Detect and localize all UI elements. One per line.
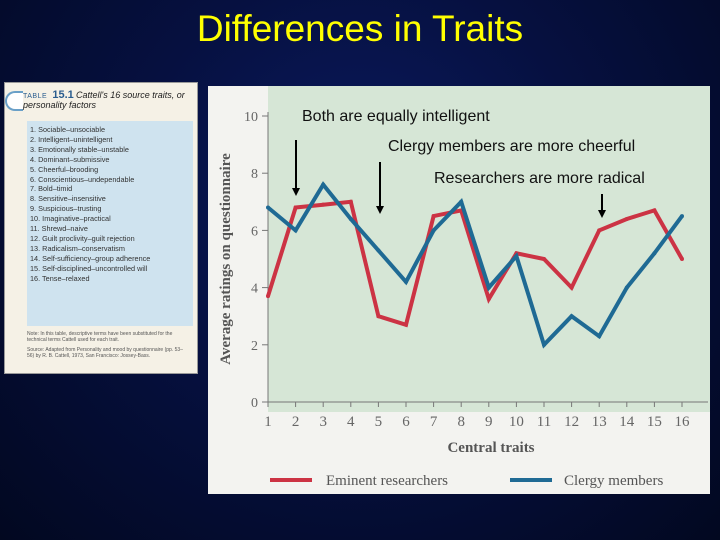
x-tick-label: 14 [619, 414, 635, 430]
data-point-clergy-members [514, 254, 519, 259]
x-axis-label: Central traits [447, 440, 534, 456]
data-point-eminent-researchers [348, 199, 353, 204]
data-point-clergy-members [569, 314, 574, 319]
x-tick-label: 15 [647, 414, 662, 430]
table-label: TABLE [23, 93, 48, 100]
data-point-clergy-members [376, 248, 381, 253]
slide-title: Differences in Traits [196, 8, 524, 49]
data-point-clergy-members [597, 334, 602, 339]
y-tick-label: 0 [251, 396, 258, 411]
y-axis-label: Average ratings on questionnaire [218, 153, 234, 365]
trait-row: 9. Suspicious–trusting [30, 204, 102, 214]
x-tick-label: 6 [402, 414, 410, 430]
data-point-clergy-members [321, 182, 326, 187]
x-tick-label: 9 [485, 414, 493, 430]
data-point-clergy-members [459, 199, 464, 204]
trait-row: 8. Sensitive–insensitive [30, 194, 106, 204]
x-tick-label: 8 [457, 414, 465, 430]
trait-row: 5. Cheerful–brooding [30, 164, 99, 174]
x-tick-label: 16 [675, 414, 691, 430]
data-point-eminent-researchers [569, 285, 574, 290]
chart-panel: 0 2 4 6 8 10 1 2 3 4 5 6 7 8 9 10 11 12 13 14 15 16 Central tr… [208, 86, 710, 494]
trait-row: 3. Emotionally stable–unstable [30, 144, 129, 154]
trait-list: 1. Sociable–unsociable 2. Intelligent–un… [27, 121, 193, 326]
data-point-eminent-researchers [597, 228, 602, 233]
data-point-eminent-researchers [321, 202, 326, 207]
annotation-arrow-head [598, 210, 606, 218]
table-note: Note: In this table, descriptive terms h… [27, 331, 187, 360]
series-line-clergy-members [266, 181, 684, 349]
data-point-clergy-members [348, 216, 353, 221]
data-point-eminent-researchers [293, 205, 298, 210]
trait-row: 14. Self-sufficiency–group adherence [30, 253, 151, 263]
annotation-intelligent: Both are equally intelligent [302, 108, 490, 125]
trait-row: 6. Conscientious–undependable [30, 174, 135, 184]
traits-table: TABLE 15.1 Cattell's 16 source traits, o… [4, 82, 198, 374]
data-point-eminent-researchers [624, 216, 629, 221]
x-tick-label: 11 [537, 414, 551, 430]
data-point-clergy-members [266, 205, 270, 210]
x-tick-label: 13 [592, 414, 607, 430]
table-source-text: Source: Adapted from Personality and moo… [27, 346, 183, 360]
y-tick-label: 4 [251, 282, 258, 297]
annotation-radical: Researchers are more radical [434, 170, 645, 187]
trait-row: 12. Guilt proclivity–guilt rejection [30, 233, 135, 243]
data-point-clergy-members [542, 342, 546, 347]
annotation-arrow-head [376, 206, 384, 214]
data-point-clergy-members [624, 285, 629, 290]
annotation-arrow-head [292, 188, 300, 196]
trait-row: 2. Intelligent–unintelligent [30, 134, 113, 144]
trait-row: 7. Bold–timid [30, 184, 73, 194]
table-corner-decoration [5, 91, 23, 111]
data-point-eminent-researchers [376, 314, 381, 319]
data-point-eminent-researchers [652, 208, 657, 213]
y-tick-label: 6 [251, 224, 258, 239]
trait-row: 11. Shrewd–naive [30, 224, 88, 234]
data-point-clergy-members [293, 228, 298, 233]
legend-label: Eminent researchers [326, 473, 448, 489]
data-point-eminent-researchers [431, 214, 436, 219]
y-tick-label: 10 [244, 110, 258, 125]
table-caption: Cattell's 16 source traits, or personali… [23, 90, 185, 110]
x-tick-label: 3 [319, 414, 327, 430]
data-point-eminent-researchers [404, 322, 408, 327]
data-point-clergy-members [652, 251, 657, 256]
legend-label: Clergy members [564, 473, 663, 489]
trait-row: 13. Radicalism–conservatism [30, 243, 125, 253]
annotation-cheerful: Clergy members are more cheerful [388, 138, 636, 155]
x-tick-label: 12 [564, 414, 579, 430]
x-tick-label: 1 [264, 414, 272, 430]
trait-row: 15. Self-disciplined–uncontrolled will [30, 263, 148, 273]
data-point-clergy-members [680, 214, 684, 219]
data-point-eminent-researchers [680, 257, 684, 261]
chart-legend: Eminent researchers Clergy members [270, 473, 663, 489]
table-number: 15.1 [52, 89, 74, 101]
data-point-clergy-members [486, 285, 491, 290]
x-tick-label: 4 [347, 414, 355, 430]
plot-background [268, 86, 710, 412]
data-point-eminent-researchers [486, 297, 491, 302]
trait-row: 16. Tense–relaxed [30, 273, 90, 283]
x-tick-label: 2 [292, 414, 300, 430]
y-tick-label: 8 [251, 167, 258, 182]
table-note-text: Note: In this table, descriptive terms h… [27, 331, 173, 344]
x-tick-label: 7 [430, 414, 438, 430]
trait-row: 10. Imaginative–practical [30, 214, 111, 224]
trait-row: 4. Dominant–submissive [30, 154, 110, 164]
annotation-arrows [292, 140, 606, 218]
data-point-eminent-researchers [542, 257, 546, 261]
x-tick-label: 10 [509, 414, 524, 430]
series-layer [266, 181, 684, 349]
table-header: TABLE 15.1 Cattell's 16 source traits, o… [23, 89, 193, 110]
x-tick-label: 5 [375, 414, 383, 430]
trait-row: 1. Sociable–unsociable [30, 125, 106, 134]
data-point-clergy-members [431, 228, 436, 233]
data-point-eminent-researchers [266, 294, 270, 299]
y-tick-label: 2 [251, 339, 258, 354]
data-point-clergy-members [404, 279, 408, 284]
